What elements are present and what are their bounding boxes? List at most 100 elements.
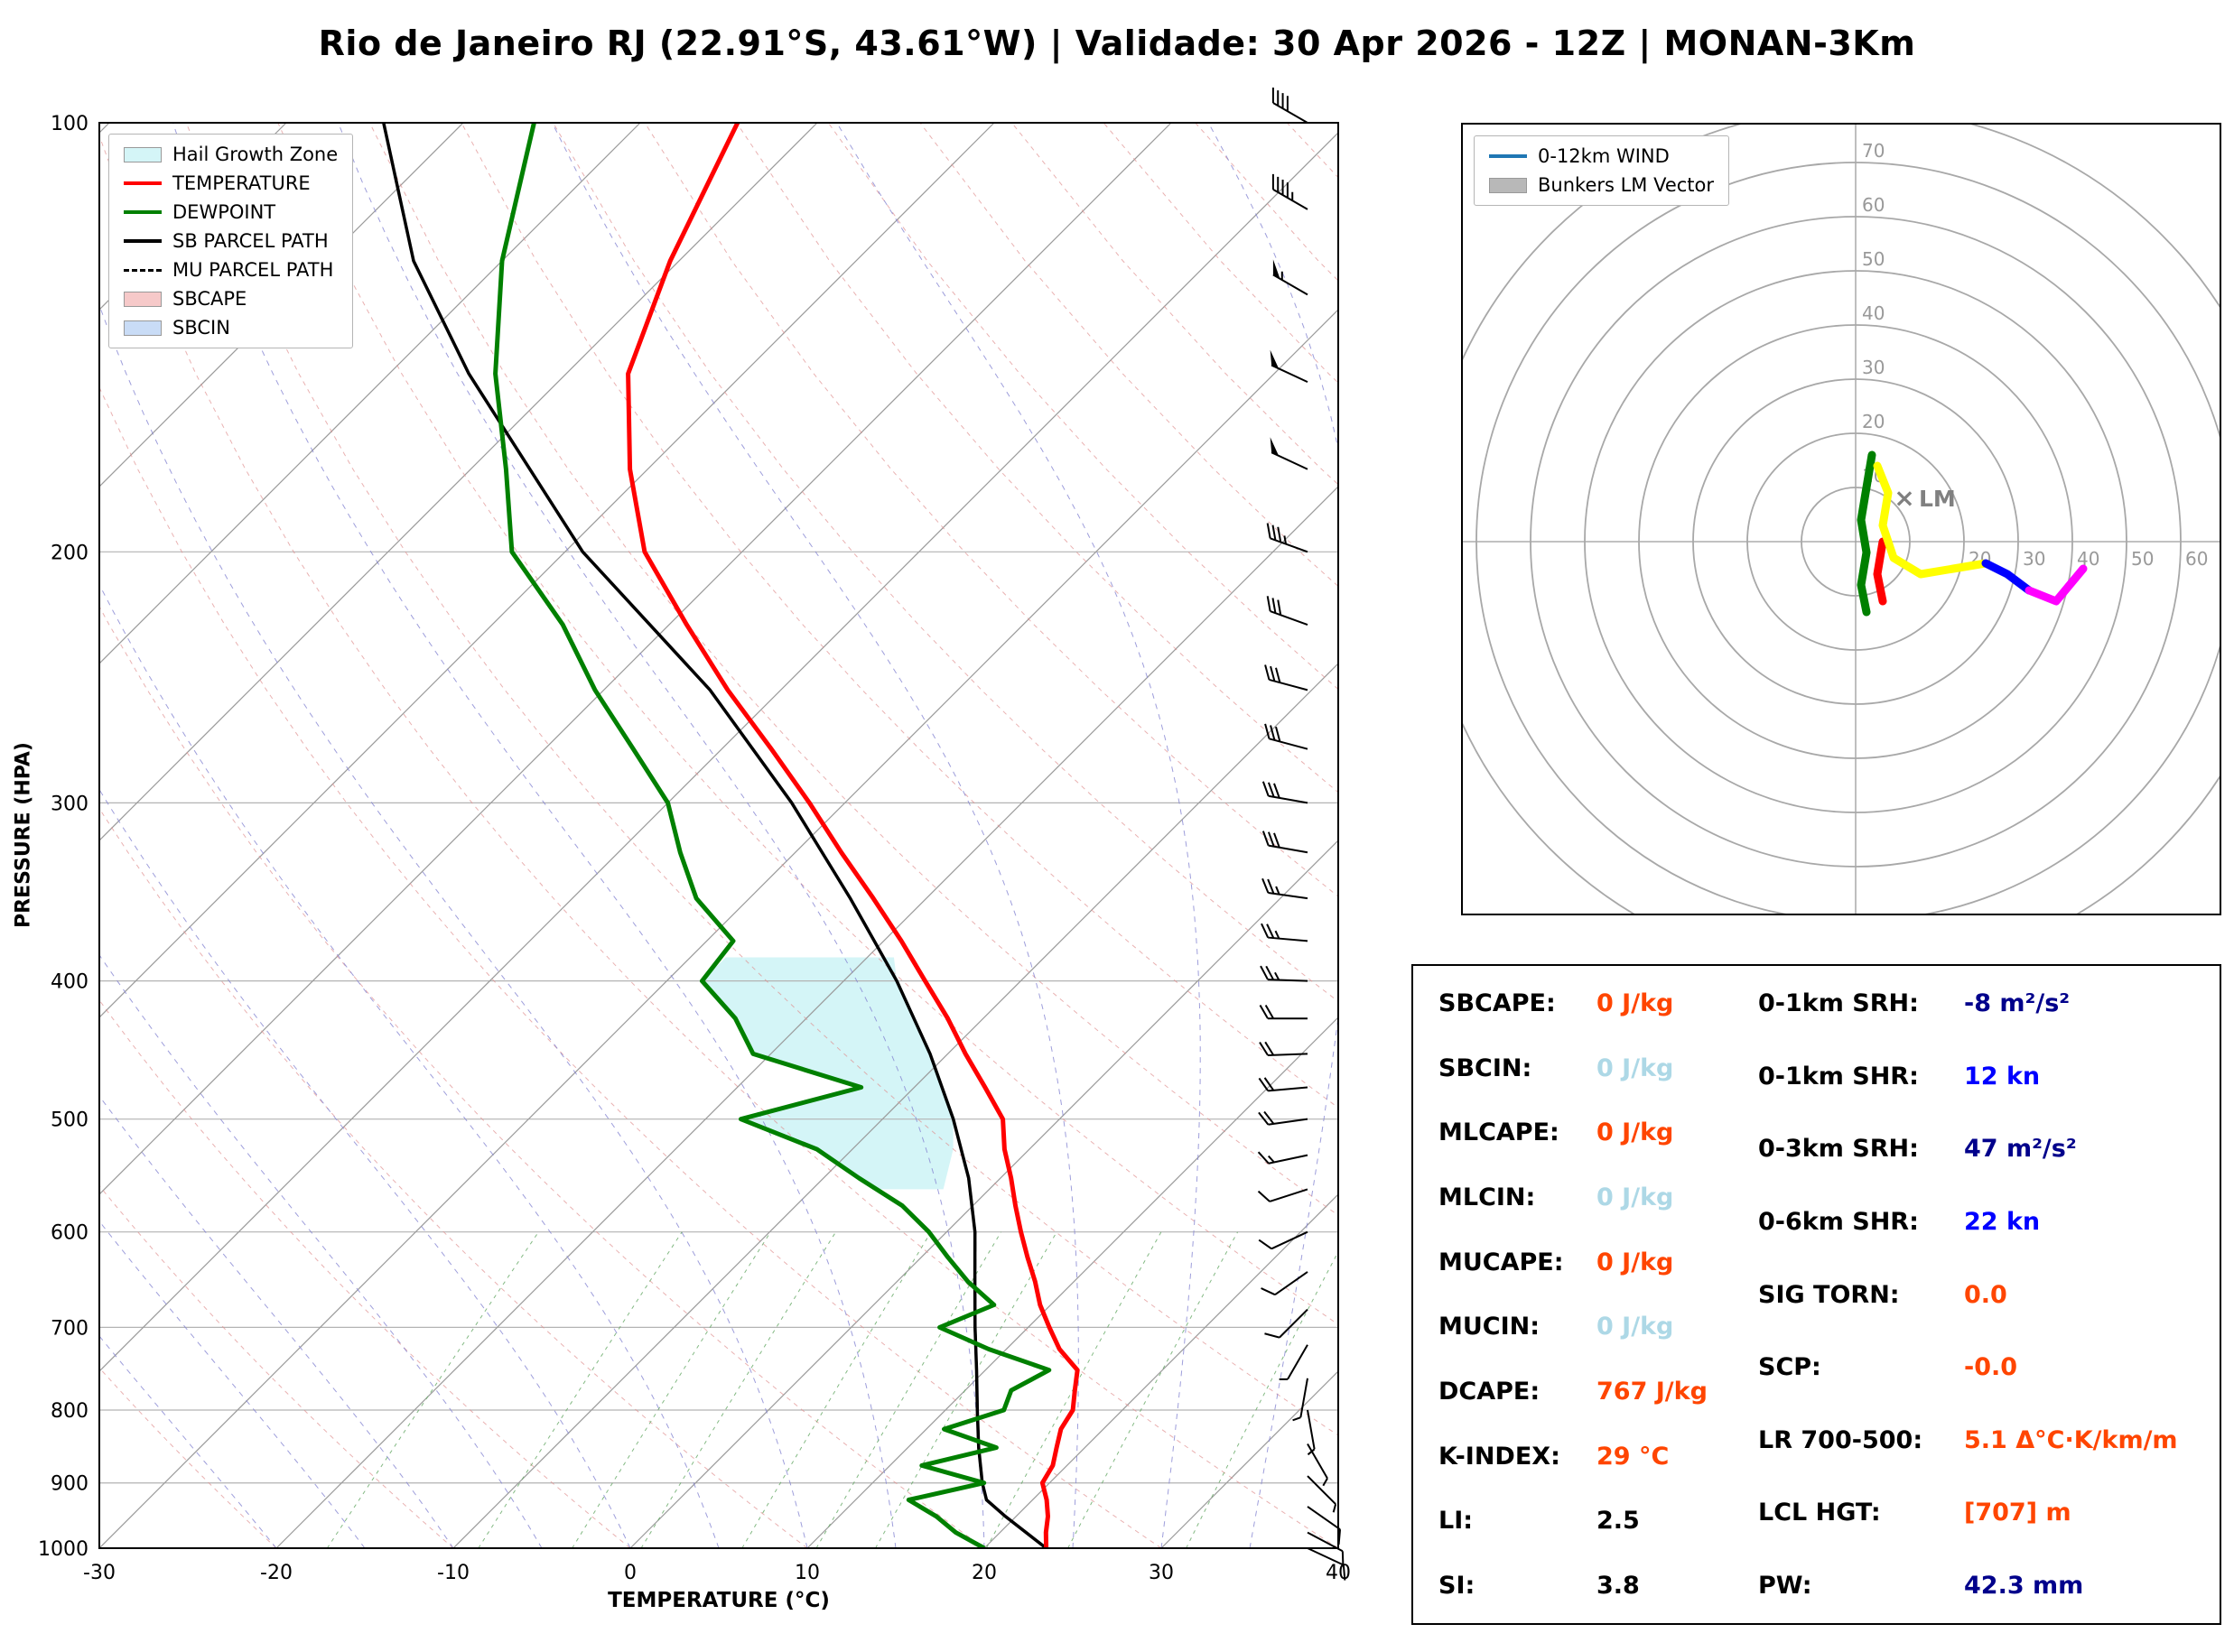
path-element <box>368 123 1338 1216</box>
line-element <box>1275 726 1281 742</box>
line-element <box>1263 1077 1275 1091</box>
legend-label: TEMPERATURE <box>172 172 311 194</box>
text-element: 200 <box>51 542 88 564</box>
text-element: 20 <box>1862 411 1885 432</box>
wind-barb <box>1261 781 1308 804</box>
stat-value: 0 J/kg <box>1596 1118 1674 1147</box>
legend-swatch-patch-icon <box>124 146 162 162</box>
polygon-element <box>1270 349 1280 369</box>
mixing-ratio-lines <box>326 1231 1338 1548</box>
line-element <box>1271 524 1277 541</box>
hail-growth-zone-area <box>702 957 954 1190</box>
legend-item: MU PARCEL PATH <box>124 259 338 281</box>
line-element <box>1287 1344 1308 1380</box>
wind-barb <box>1261 877 1308 900</box>
line-element <box>1261 781 1270 797</box>
line-element <box>1274 971 1280 981</box>
text-element: 100 <box>51 113 88 135</box>
temperature-tick-labels: -30 -20 -10 0 10 20 30 40 <box>83 1562 1351 1584</box>
legend-label: SBCAPE <box>172 288 247 310</box>
line-element <box>1268 1118 1308 1126</box>
line-element <box>1267 1155 1275 1164</box>
stat-row: 0-1km SRH: -8 m²/s² <box>1758 989 2210 1017</box>
line-element <box>1261 1287 1276 1296</box>
stat-row: 0-6km SHR: 22 kn <box>1758 1208 2210 1236</box>
text-element: 500 <box>51 1109 88 1132</box>
text-element: 300 <box>51 793 88 815</box>
stat-row: DCAPE: 767 J/kg <box>1438 1378 1755 1406</box>
hodograph-trace-6-9km <box>1981 559 2034 595</box>
stat-label: MUCAPE: <box>1438 1248 1564 1276</box>
stat-label: SIG TORN: <box>1758 1280 1900 1309</box>
line-element <box>1307 1547 1345 1566</box>
circle-element <box>1746 432 1965 651</box>
wind-barb <box>1261 831 1308 854</box>
stat-value: 42.3 mm <box>1964 1572 2084 1600</box>
polygon-element <box>1272 259 1280 279</box>
path-element <box>552 123 1079 1548</box>
stats-left-column: SBCAPE: 0 J/kg SBCIN: 0 J/kg MLCAPE: 0 J/kg ML… <box>1438 989 1755 1600</box>
path-element <box>99 788 631 1548</box>
stat-value: -0.0 <box>1964 1353 2018 1382</box>
text-element: 700 <box>51 1317 88 1340</box>
stat-row: 0-1km SHR: 12 kn <box>1758 1063 2210 1091</box>
legend-label: Bunkers LM Vector <box>1538 174 1715 196</box>
temperature-line <box>626 123 1080 1548</box>
stat-label: 0-6km SHR: <box>1758 1207 1919 1236</box>
line-element <box>1270 665 1276 682</box>
line-element <box>983 1193 1338 1548</box>
legend-item: TEMPERATURE <box>124 172 338 194</box>
line-element <box>99 123 464 487</box>
hodograph-frame <box>1461 123 2221 915</box>
stat-label: PW: <box>1758 1572 1812 1600</box>
line-element <box>1257 1151 1270 1165</box>
stat-row: PW: 42.3 mm <box>1758 1572 2210 1600</box>
line-element <box>1259 1005 1269 1019</box>
path-element <box>461 123 1338 1109</box>
path-element <box>478 1231 683 1548</box>
stat-label: 0-3km SRH: <box>1758 1135 1919 1164</box>
legend-item: Hail Growth Zone <box>124 144 338 165</box>
legend-item: Bunkers LM Vector <box>1489 174 1714 196</box>
wind-barb <box>1279 1344 1308 1380</box>
line-element <box>1283 535 1288 544</box>
line-element <box>99 123 818 841</box>
path-element <box>1103 123 1338 384</box>
circle-element <box>1801 487 1911 597</box>
text-element: 600 <box>51 1222 88 1245</box>
line-element <box>1263 1110 1275 1125</box>
legend-label: Hail Growth Zone <box>172 144 339 165</box>
stat-label: DCAPE: <box>1438 1377 1541 1406</box>
wind-barb <box>1261 1271 1308 1296</box>
text-element: 60 <box>2185 548 2208 570</box>
circle-element <box>1530 216 2182 868</box>
line-element <box>1266 923 1275 939</box>
text-element: 30 <box>1149 1562 1174 1584</box>
legend-item: SBCIN <box>124 317 338 339</box>
hodograph-plot-area: 10203040506070203040506070 <box>1463 125 2220 914</box>
line-element <box>1277 526 1282 543</box>
stat-label: MLCAPE: <box>1438 1118 1559 1147</box>
line-element <box>1266 523 1271 539</box>
stat-value: 0 J/kg <box>1596 1183 1674 1211</box>
stat-value: 22 kn <box>1964 1207 2041 1236</box>
line-element <box>1264 723 1271 739</box>
line-element <box>1268 794 1308 804</box>
polygon-element <box>1270 437 1280 456</box>
path-element <box>172 123 897 1548</box>
line-element <box>275 486 1338 1548</box>
path-element <box>185 123 1338 1436</box>
text-element: 20 <box>972 1562 997 1584</box>
text-element: 30 <box>2023 548 2045 570</box>
stat-value: 0 J/kg <box>1596 1053 1674 1082</box>
text-element: 70 <box>1862 140 1885 162</box>
path-element <box>919 123 1338 588</box>
path-element <box>277 123 1338 1325</box>
lm-marker-icon: × <box>1894 483 1914 513</box>
line-element <box>1264 664 1271 681</box>
line-element <box>1271 1230 1308 1250</box>
stat-label: SBCIN: <box>1438 1053 1532 1082</box>
path-element <box>99 1335 277 1548</box>
hodograph-legend: 0-12km WIND Bunkers LM Vector <box>1474 135 1730 206</box>
line-element <box>1299 1378 1308 1418</box>
